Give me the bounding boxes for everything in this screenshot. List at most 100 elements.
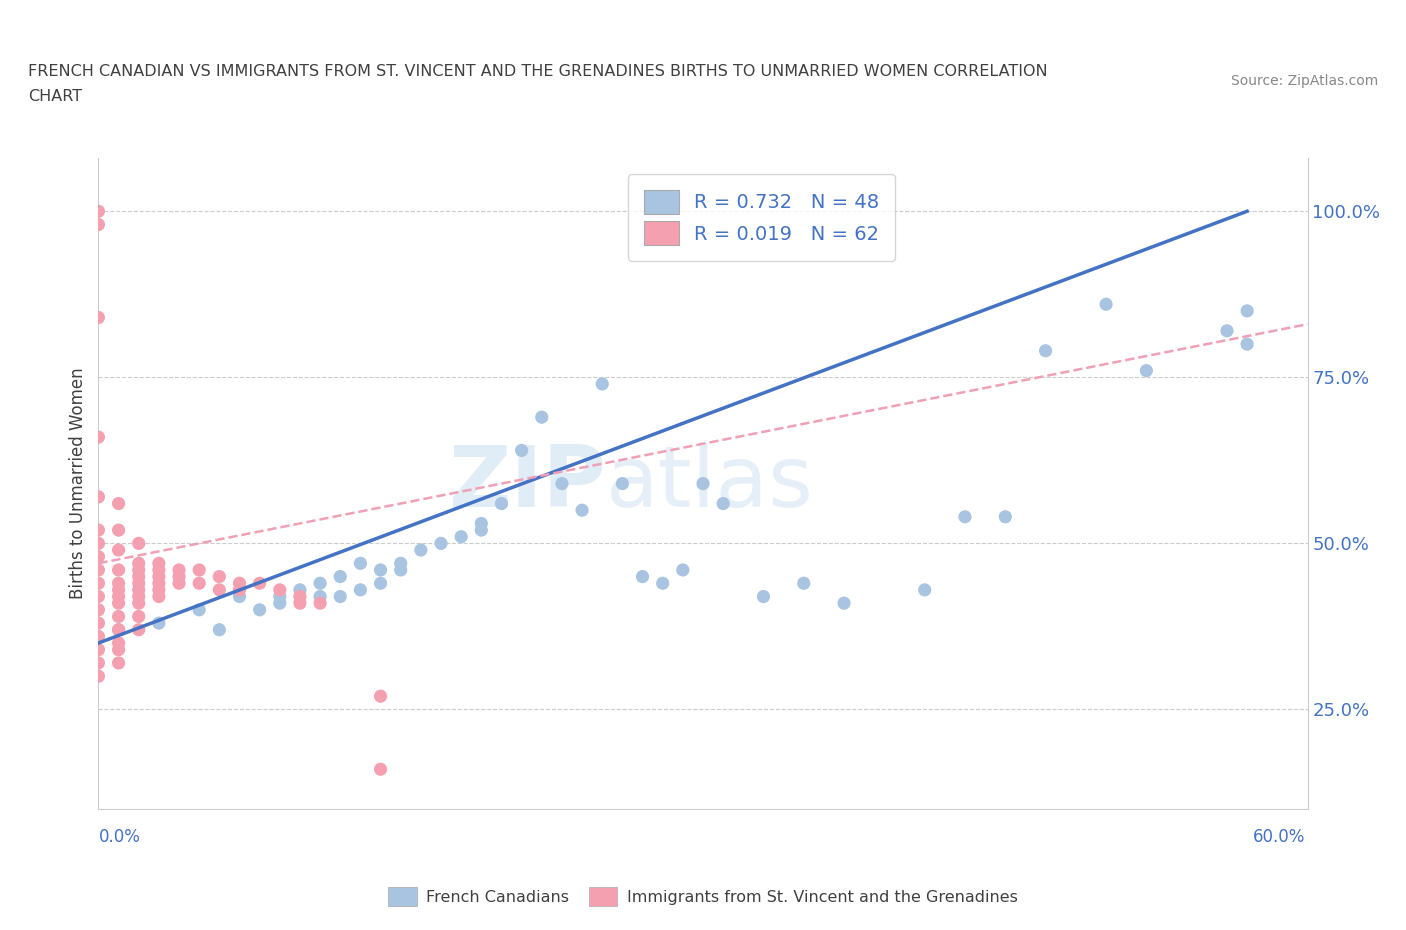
Point — [128, 589, 150, 604]
Point — [128, 582, 150, 597]
Point — [128, 536, 150, 551]
Point — [711, 496, 734, 511]
Point — [87, 576, 110, 591]
Point — [87, 643, 110, 658]
Point — [188, 576, 211, 591]
Point — [87, 603, 110, 618]
Point — [87, 536, 110, 551]
Point — [288, 589, 311, 604]
Point — [107, 596, 129, 611]
Point — [370, 576, 392, 591]
Point — [87, 629, 110, 644]
Point — [208, 622, 231, 637]
Point — [107, 576, 129, 591]
Point — [107, 622, 129, 637]
Point — [188, 563, 211, 578]
Point — [87, 204, 110, 219]
Point — [309, 589, 332, 604]
Text: CHART: CHART — [28, 89, 82, 104]
Point — [832, 596, 855, 611]
Point — [87, 550, 110, 565]
Point — [288, 582, 311, 597]
Point — [87, 523, 110, 538]
Point — [409, 542, 432, 557]
Point — [128, 596, 150, 611]
Point — [1236, 303, 1258, 318]
Point — [208, 569, 231, 584]
Point — [631, 569, 654, 584]
Point — [349, 582, 371, 597]
Point — [107, 609, 129, 624]
Point — [148, 576, 170, 591]
Point — [249, 576, 271, 591]
Point — [128, 569, 150, 584]
Point — [87, 217, 110, 232]
Point — [167, 576, 190, 591]
Point — [651, 576, 673, 591]
Point — [249, 603, 271, 618]
Point — [389, 556, 412, 571]
Point — [1095, 297, 1118, 312]
Point — [107, 582, 129, 597]
Legend: R = 0.732   N = 48, R = 0.019   N = 62: R = 0.732 N = 48, R = 0.019 N = 62 — [628, 174, 894, 260]
Point — [914, 582, 936, 597]
Point — [148, 569, 170, 584]
Point — [107, 656, 129, 671]
Point — [994, 510, 1017, 525]
Point — [1035, 343, 1057, 358]
Point — [370, 762, 392, 777]
Point — [148, 616, 170, 631]
Point — [228, 576, 250, 591]
Point — [107, 542, 129, 557]
Point — [107, 643, 129, 658]
Point — [571, 503, 593, 518]
Point — [450, 529, 472, 544]
Point — [269, 589, 291, 604]
Y-axis label: Births to Unmarried Women: Births to Unmarried Women — [69, 367, 87, 600]
Point — [87, 430, 110, 445]
Point — [87, 656, 110, 671]
Point — [329, 589, 352, 604]
Point — [87, 589, 110, 604]
Point — [269, 596, 291, 611]
Point — [389, 563, 412, 578]
Point — [107, 622, 129, 637]
Point — [87, 489, 110, 504]
Point — [752, 589, 775, 604]
Point — [491, 496, 513, 511]
Point — [309, 576, 332, 591]
Point — [288, 596, 311, 611]
Point — [107, 635, 129, 650]
Point — [167, 563, 190, 578]
Point — [953, 510, 976, 525]
Point — [591, 377, 613, 392]
Text: 60.0%: 60.0% — [1253, 828, 1305, 845]
Point — [692, 476, 714, 491]
Point — [188, 603, 211, 618]
Point — [148, 589, 170, 604]
Point — [530, 410, 553, 425]
Point — [107, 589, 129, 604]
Point — [148, 556, 170, 571]
Point — [87, 669, 110, 684]
Point — [329, 569, 352, 584]
Point — [128, 563, 150, 578]
Text: FRENCH CANADIAN VS IMMIGRANTS FROM ST. VINCENT AND THE GRENADINES BIRTHS TO UNMA: FRENCH CANADIAN VS IMMIGRANTS FROM ST. V… — [28, 64, 1047, 79]
Point — [87, 310, 110, 325]
Point — [148, 563, 170, 578]
Point — [370, 689, 392, 704]
Point — [269, 582, 291, 597]
Point — [128, 622, 150, 637]
Text: atlas: atlas — [606, 442, 814, 525]
Point — [228, 582, 250, 597]
Point — [470, 516, 492, 531]
Point — [167, 569, 190, 584]
Point — [349, 556, 371, 571]
Point — [208, 582, 231, 597]
Legend: French Canadians, Immigrants from St. Vincent and the Grenadines: French Canadians, Immigrants from St. Vi… — [382, 881, 1024, 912]
Point — [612, 476, 634, 491]
Point — [370, 563, 392, 578]
Point — [470, 523, 492, 538]
Point — [148, 582, 170, 597]
Point — [510, 443, 533, 458]
